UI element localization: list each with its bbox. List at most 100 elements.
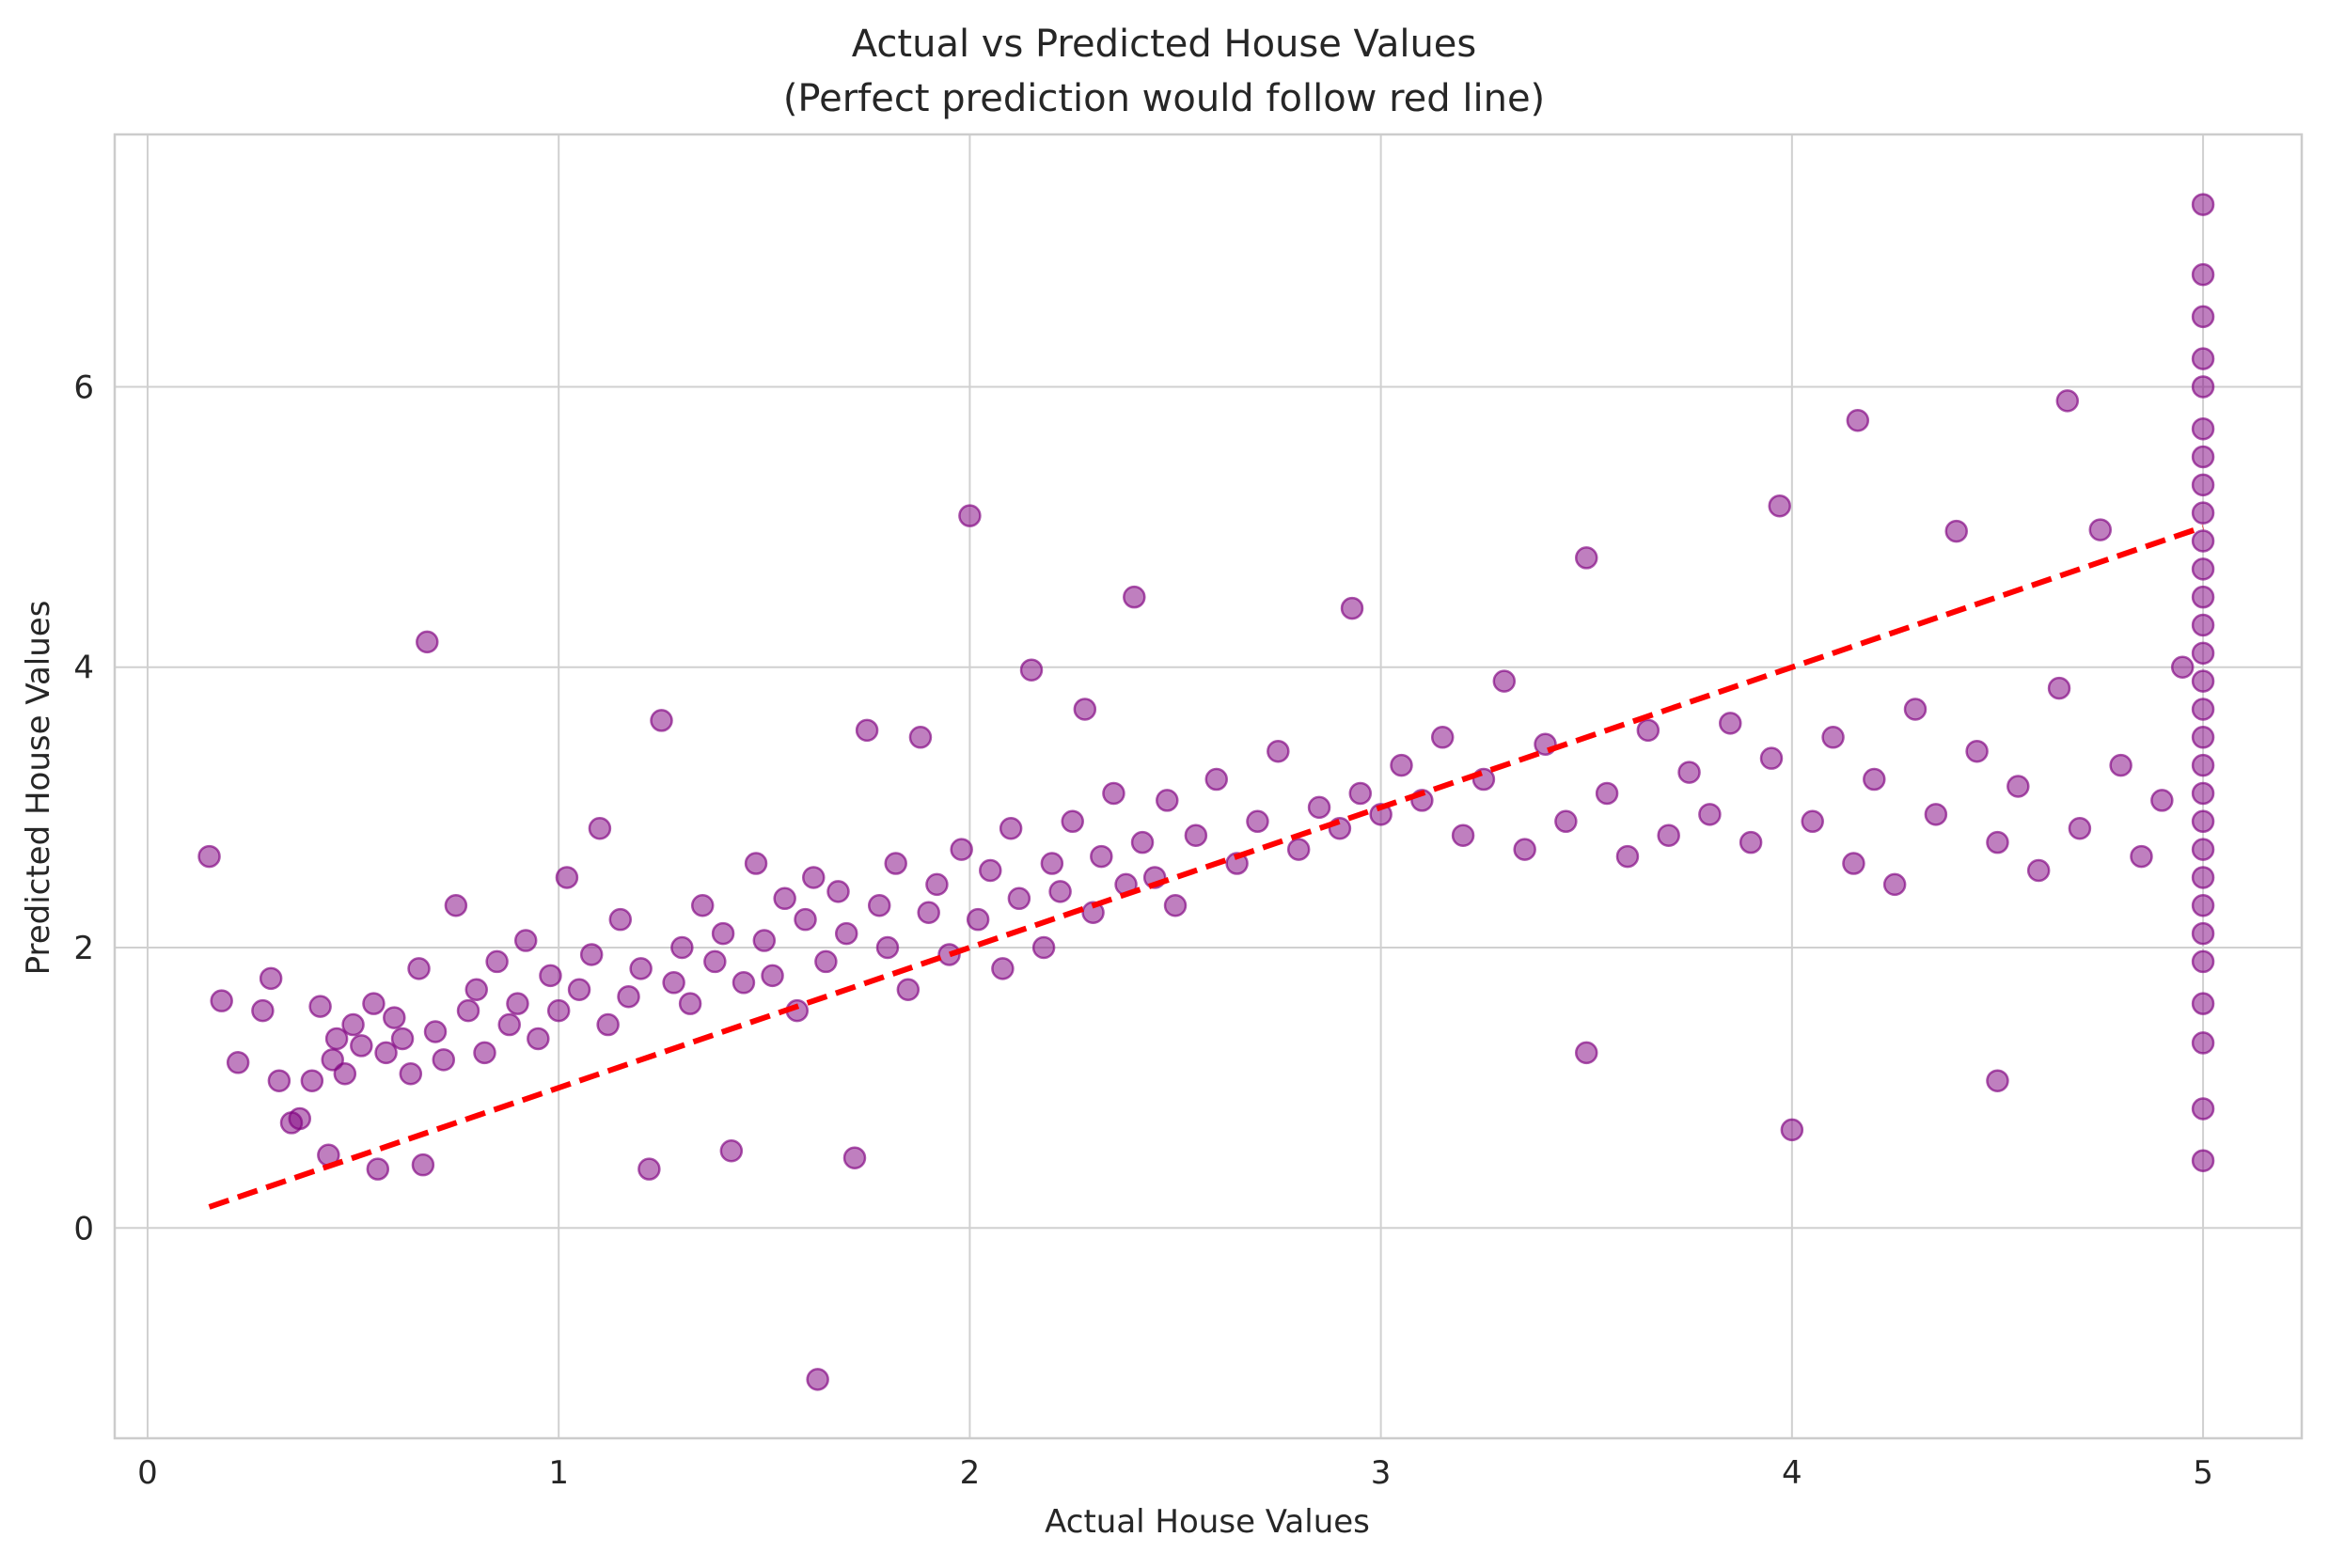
data-point (1019, 658, 1044, 682)
data-point (2191, 1097, 2215, 1121)
data-point (2191, 529, 2215, 553)
data-point (383, 1006, 406, 1029)
data-point (2088, 518, 2113, 541)
data-point (1163, 894, 1188, 917)
data-point (2191, 375, 2215, 399)
data-point (662, 971, 685, 995)
data-point (773, 886, 796, 911)
data-point (350, 1034, 373, 1058)
data-point (1719, 712, 1742, 735)
y-tick-labels: 0 2 4 6 (73, 368, 94, 1247)
data-point (896, 978, 921, 1002)
data-point (991, 957, 1015, 980)
data-point (1007, 886, 1031, 911)
data-point (2191, 726, 2215, 749)
data-point (423, 1020, 448, 1043)
data-point (806, 1368, 829, 1391)
data-point (2191, 866, 2215, 889)
data-point (1615, 844, 1640, 869)
data-point (1369, 803, 1393, 826)
perfect-prediction-line (208, 524, 2205, 1210)
data-point (2068, 816, 2092, 840)
data-point (875, 935, 900, 960)
data-point (637, 1157, 661, 1181)
data-point (341, 1012, 365, 1037)
data-point (950, 838, 973, 861)
data-point (761, 964, 784, 988)
data-point (2191, 698, 2215, 721)
data-point (473, 1041, 496, 1065)
x-tick-label: 5 (2193, 1454, 2213, 1492)
data-point (2191, 305, 2215, 329)
x-tick-label: 0 (137, 1454, 158, 1492)
data-point (732, 971, 756, 995)
data-point (374, 1041, 398, 1065)
data-point (497, 1012, 521, 1037)
data-point (678, 992, 702, 1015)
data-point (814, 949, 838, 974)
data-point (1061, 809, 1084, 834)
data-point (1286, 838, 1311, 861)
data-point (456, 998, 480, 1023)
data-point (1924, 803, 1948, 826)
data-point (1882, 872, 1907, 897)
data-point (1184, 823, 1208, 847)
data-point (555, 866, 579, 889)
data-point (1156, 789, 1179, 812)
chart-title: Actual vs Predicted House Values (852, 23, 1477, 66)
data-point (1574, 1041, 1598, 1065)
data-point (1348, 781, 1373, 806)
data-point (432, 1048, 456, 1072)
data-point (579, 943, 604, 966)
data-point (1657, 823, 1680, 847)
data-point (1698, 803, 1722, 826)
data-point (259, 966, 283, 991)
data-point (1430, 726, 1455, 749)
data-point (2191, 262, 2215, 287)
data-point (650, 709, 673, 732)
data-point (288, 1106, 311, 1131)
data-point (834, 921, 858, 946)
data-point (2109, 753, 2132, 777)
data-points (197, 193, 2215, 1391)
data-point (1040, 852, 1064, 875)
data-point (867, 894, 891, 917)
data-point (2191, 193, 2215, 216)
data-point (539, 964, 562, 988)
data-point (617, 984, 640, 1009)
data-point (1768, 494, 1791, 518)
data-point (744, 852, 768, 875)
y-tick-label: 4 (73, 650, 94, 687)
data-point (690, 894, 715, 917)
data-point (1801, 809, 1824, 834)
data-point (1081, 901, 1105, 924)
y-tick-label: 0 (73, 1210, 94, 1247)
data-point (670, 935, 694, 960)
data-point (908, 726, 933, 749)
data-point (1965, 739, 1989, 763)
x-tick-label: 3 (1371, 1454, 1392, 1492)
data-point (1863, 767, 1886, 792)
data-point (1031, 935, 1056, 960)
data-point (407, 957, 431, 980)
data-point (925, 872, 949, 897)
data-point (1451, 823, 1475, 847)
data-point (1267, 739, 1290, 763)
data-point (1554, 809, 1578, 834)
x-tick-label: 2 (960, 1454, 981, 1492)
data-point (1204, 767, 1228, 792)
data-point (1307, 795, 1331, 820)
data-point (2191, 473, 2215, 497)
data-point (999, 816, 1023, 840)
data-point (1595, 781, 1619, 806)
data-point (842, 1146, 867, 1169)
data-point (226, 1051, 250, 1074)
y-axis-label: Predicted House Values (20, 601, 57, 976)
y-tick-label: 6 (73, 368, 94, 406)
data-point (2191, 416, 2215, 441)
data-point (366, 1157, 390, 1181)
data-point (390, 1027, 415, 1051)
data-point (2191, 641, 2215, 666)
data-point (324, 1027, 349, 1051)
